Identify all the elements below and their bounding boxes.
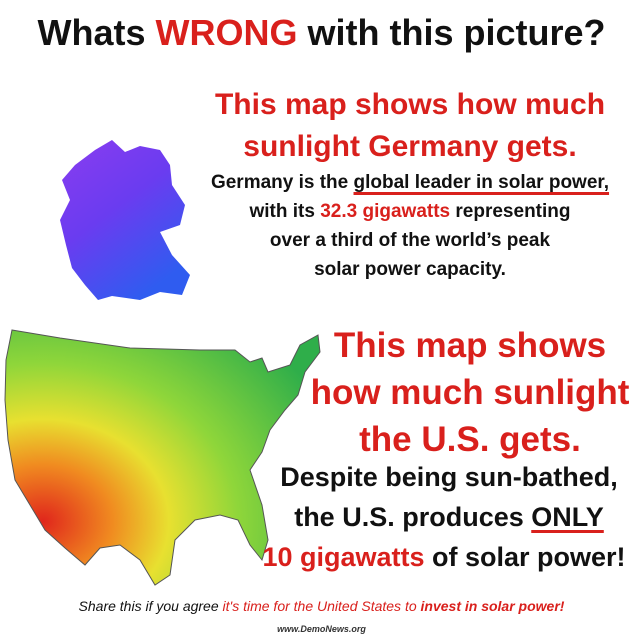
us-heading: This map shows bbox=[333, 326, 607, 365]
germany-heading: This map shows how much bbox=[214, 88, 606, 121]
us-heading: how much sunlight bbox=[310, 373, 630, 412]
text: the U.S. produces bbox=[294, 502, 532, 532]
germany-body: solar power capacity. bbox=[314, 259, 506, 280]
germany-body: over a third of the world’s peak bbox=[269, 230, 551, 251]
us-body: Despite being sun-bathed, bbox=[280, 462, 618, 492]
text: with its bbox=[249, 201, 321, 222]
germany-map bbox=[60, 140, 190, 300]
us-body: 10 gigawatts of solar power! bbox=[245, 542, 643, 573]
underlined-text: ONLY bbox=[531, 502, 604, 532]
germany-body: with its 32.3 gigawatts representing bbox=[180, 201, 640, 223]
us-heading: the U.S. gets. bbox=[359, 420, 581, 459]
text: Germany is the bbox=[210, 172, 354, 193]
source: www.DemoNews.org bbox=[277, 624, 366, 634]
underlined-text: global leader in solar power, bbox=[353, 172, 610, 193]
highlight-text: invest in solar power! bbox=[420, 598, 565, 614]
title-text: with this picture? bbox=[297, 12, 606, 53]
text: of solar power! bbox=[424, 542, 626, 572]
highlight-text: 10 gigawatts bbox=[262, 542, 425, 572]
germany-body: Germany is the global leader in solar po… bbox=[180, 172, 640, 194]
germany-heading: sunlight Germany gets. bbox=[243, 130, 577, 163]
title-highlight: WRONG bbox=[155, 12, 298, 53]
footer: Share this if you agree it's time for th… bbox=[0, 598, 643, 614]
highlight-text: 32.3 gigawatts bbox=[320, 201, 451, 222]
text: representing bbox=[450, 201, 571, 222]
us-body: the U.S. produces ONLY bbox=[255, 502, 643, 533]
highlight-text: it's time for the United States to bbox=[222, 598, 421, 614]
us-map bbox=[4, 329, 321, 586]
text: Share this if you agree bbox=[78, 598, 223, 614]
title: Whats WRONG with this picture? bbox=[0, 12, 643, 54]
title-text: Whats bbox=[37, 12, 156, 53]
